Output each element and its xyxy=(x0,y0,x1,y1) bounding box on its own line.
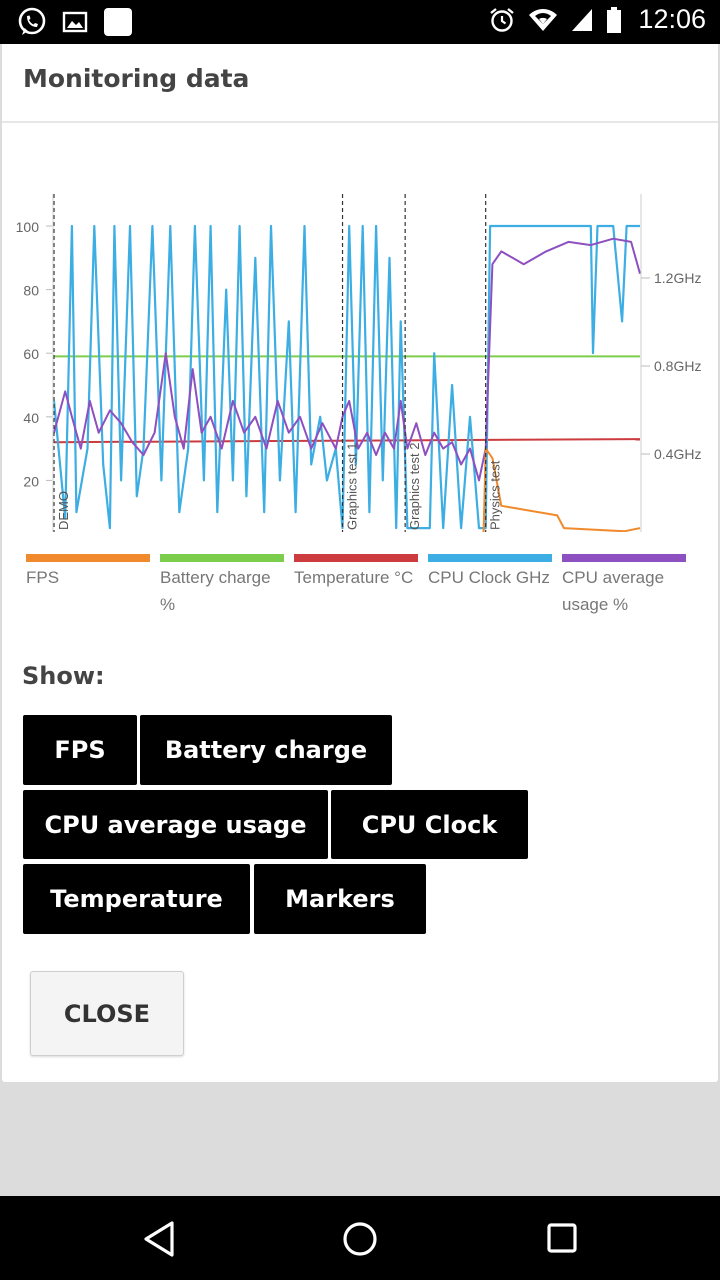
marker-label: Physics test xyxy=(488,460,503,530)
toggle-cpu-clock-button[interactable]: CPU Clock xyxy=(331,790,528,859)
status-bar-left xyxy=(16,6,134,38)
recents-icon[interactable] xyxy=(546,1222,578,1254)
marker-label: Graphics test 1 xyxy=(345,443,360,530)
legend-swatch xyxy=(294,554,418,562)
alarm-icon xyxy=(490,7,515,32)
temperature-line xyxy=(53,438,641,444)
cpu-average-usage-line xyxy=(53,237,641,482)
monitoring-chart: DEMO Graphics test 1 Graphics test 2 Physic… xyxy=(16,194,701,532)
cpu-clock-line xyxy=(52,224,640,530)
legend-label: FPS xyxy=(26,568,60,587)
legend-label: Temperature °C xyxy=(294,568,414,587)
legend-item: Battery charge % xyxy=(160,554,286,618)
chart-series xyxy=(52,224,641,532)
legend-label: Battery charge % xyxy=(160,568,271,614)
dialog-title: Monitoring data xyxy=(23,64,250,93)
chart-legend: FPS Battery charge % Temperature °C CPU Clo… xyxy=(26,554,702,644)
show-label: Show: xyxy=(22,662,105,690)
toggle-temperature-button[interactable]: Temperature xyxy=(23,864,250,934)
image-icon xyxy=(62,11,88,33)
wifi-icon xyxy=(529,8,558,31)
close-button[interactable]: CLOSE xyxy=(30,971,184,1056)
y-tick-label: 20 xyxy=(23,473,39,489)
navigation-bar xyxy=(0,1196,720,1280)
y-right-tick-label: 0.8GHz xyxy=(654,358,701,374)
legend-swatch xyxy=(26,554,150,562)
signal-icon xyxy=(572,8,593,31)
legend-label: CPU Clock GHz xyxy=(428,568,550,587)
y-right-tick-label: 0.4GHz xyxy=(654,446,701,462)
legend-item: CPU Clock GHz xyxy=(428,554,554,591)
monitoring-dialog: Monitoring data DEMO Graphics test 1 Graph… xyxy=(2,44,718,1082)
toggle-cpu-average-usage-button[interactable]: CPU average usage xyxy=(23,790,328,859)
fps-line xyxy=(482,447,641,532)
y-right-tick-label: 1.2GHz xyxy=(654,270,701,286)
chart-markers: DEMO Graphics test 1 Graphics test 2 Physic… xyxy=(53,194,503,532)
legend-label: CPU average usage % xyxy=(562,568,665,614)
blank-app-icon xyxy=(104,8,132,36)
legend-swatch xyxy=(562,554,686,562)
whatsapp-icon xyxy=(18,7,46,35)
toggle-fps-button[interactable]: FPS xyxy=(23,715,137,785)
marker-label: Graphics test 2 xyxy=(407,443,422,530)
toggle-battery-charge-button[interactable]: Battery charge xyxy=(140,715,392,785)
status-time: 12:06 xyxy=(638,4,706,34)
status-bar-right: 12:06 xyxy=(488,4,706,35)
legend-item: CPU average usage % xyxy=(562,554,688,618)
y-tick-label: 80 xyxy=(23,283,39,299)
legend-item: Temperature °C xyxy=(294,554,420,591)
marker-label: DEMO xyxy=(56,491,71,530)
legend-item: FPS xyxy=(26,554,152,591)
status-bar: 12:06 xyxy=(0,0,720,44)
y-tick-label: 40 xyxy=(23,410,39,426)
battery-icon xyxy=(607,6,622,33)
legend-swatch xyxy=(428,554,552,562)
y-tick-label: 100 xyxy=(16,219,40,235)
y-tick-label: 60 xyxy=(23,346,39,362)
chart-axes: 204060801000.4GHz0.8GHz1.2GHz00:0000:400… xyxy=(16,194,701,532)
back-icon[interactable] xyxy=(142,1220,176,1258)
legend-swatch xyxy=(160,554,284,562)
title-divider xyxy=(2,121,718,123)
home-icon[interactable] xyxy=(342,1221,378,1257)
toggle-markers-button[interactable]: Markers xyxy=(254,864,426,934)
